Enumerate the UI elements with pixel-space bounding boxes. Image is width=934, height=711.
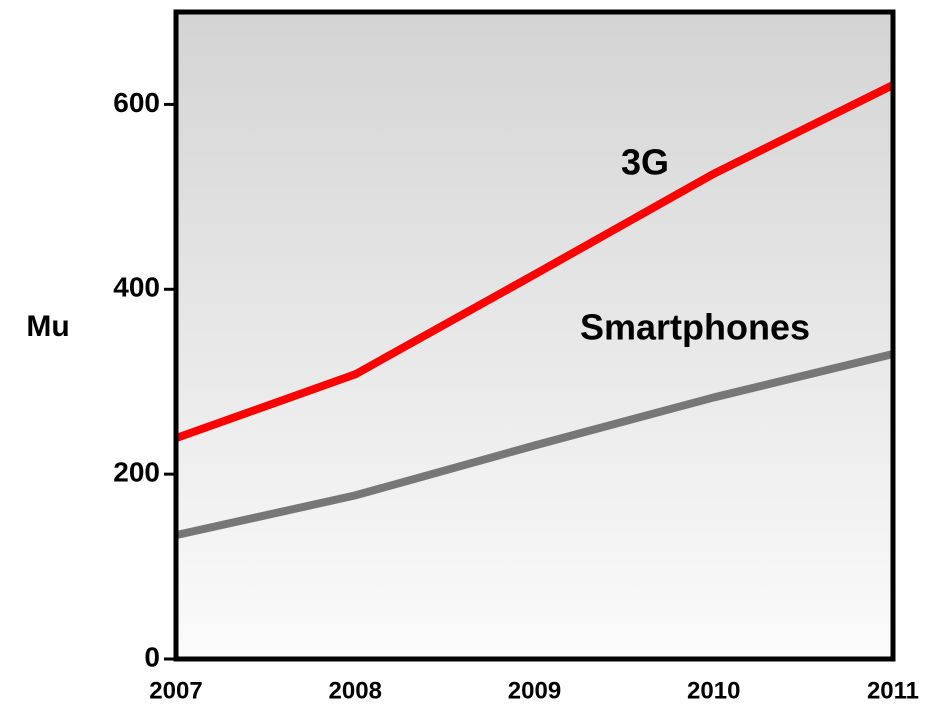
plot-background (176, 12, 893, 659)
x-tick-label: 2010 (687, 677, 740, 704)
x-tick-label: 2011 (867, 677, 919, 704)
series-line (175, 350, 894, 540)
x-tick-label: 2007 (149, 677, 202, 704)
series-label: Smartphones (580, 307, 810, 348)
y-tick-label: 600 (113, 87, 160, 118)
series-label: 3G (621, 142, 669, 183)
y-tick-label: 400 (113, 272, 160, 303)
series-line (174, 81, 895, 442)
y-axis-label: Mu (26, 310, 69, 343)
x-tick-label: 2009 (508, 677, 561, 704)
y-tick-label: 0 (144, 641, 160, 672)
plot-frame (173, 9, 896, 662)
y-tick-label: 200 (113, 457, 160, 488)
x-tick-label: 2008 (329, 677, 382, 704)
